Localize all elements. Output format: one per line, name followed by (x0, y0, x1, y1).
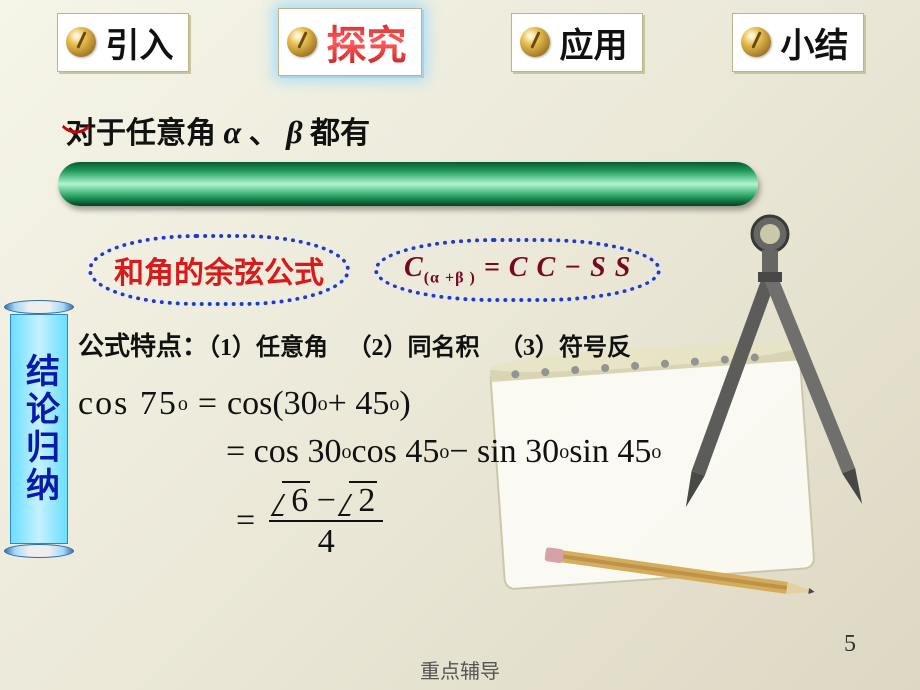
feature-title: 公式特点 (78, 332, 182, 361)
math-line-3: = 6 − 2 4 (226, 481, 920, 561)
beta-symbol: β (286, 114, 302, 150)
tab-label: 引入 (106, 18, 174, 67)
deg: o (389, 393, 399, 416)
sqrt6: 6 (277, 481, 308, 520)
deg: o (559, 441, 569, 464)
ball-icon (741, 27, 771, 57)
tab-label: 小结 (781, 18, 849, 67)
cos30: cos(30 (227, 385, 318, 423)
ball-icon (520, 27, 550, 57)
fraction: 6 − 2 4 (269, 481, 383, 561)
tab-summary[interactable]: 小结 (732, 13, 864, 72)
tab-apply[interactable]: 应用 (511, 13, 643, 72)
feature-2: （2）同名积 (348, 335, 480, 361)
deg: o (651, 441, 661, 464)
bubble-row: 和角的余弦公式 C(α +β ) = C C − S S (88, 234, 920, 306)
page-number: 5 (844, 631, 856, 658)
ball-icon (287, 27, 317, 57)
footer-text: 重点辅导 (0, 655, 920, 684)
math-line-1: cos 75o = cos(30o + 45o ) (78, 385, 920, 423)
sqrt2: 2 (344, 481, 375, 520)
scroll-cap-bottom (4, 544, 74, 558)
feature-3: （3）符号反 (499, 335, 631, 361)
tab-label: 探究 (327, 13, 407, 71)
feature-1: （1）任意角 (208, 335, 328, 361)
deg: o (318, 393, 328, 416)
cos45: cos 45 (352, 433, 440, 471)
close-paren: ) (399, 385, 410, 423)
nav-tabs: 引入 探究 应用 小结 (0, 0, 920, 84)
deg: o (342, 441, 352, 464)
frac-den: 4 (310, 522, 343, 561)
equals: = (226, 502, 265, 540)
plus45: + 45 (328, 385, 390, 423)
scroll-text: 结论归纳 (10, 314, 68, 544)
underline-arc: ︶ (62, 118, 90, 158)
intro-suffix: 都有 (310, 117, 370, 150)
deg: o (439, 441, 449, 464)
tab-explore[interactable]: 探究 (278, 8, 422, 76)
cos75: cos 75 (78, 385, 178, 423)
intro-text: 对于任意角 α 、 β 都有 ︶ (0, 84, 920, 156)
formula-expr-bubble: C(α +β ) = C C − S S (374, 238, 661, 302)
ball-icon (66, 27, 96, 57)
alpha-symbol: α (224, 114, 242, 150)
math-derivation: cos 75o = cos(30o + 45o ) = cos 30o cos … (78, 385, 920, 561)
formula-sub: (α +β ) (424, 270, 476, 287)
frac-num: 6 − 2 (269, 481, 383, 520)
scroll-cap-top (4, 300, 74, 314)
formula-c: C (404, 252, 424, 283)
tab-intro[interactable]: 引入 (57, 13, 189, 72)
deg: o (178, 393, 188, 416)
intro-sep: 、 (249, 117, 279, 150)
formula-name-bubble: 和角的余弦公式 (88, 234, 350, 306)
tab-label: 应用 (560, 18, 628, 67)
minus-sin30: − sin 30 (449, 433, 559, 471)
vertical-scroll: 结论归纳 (10, 300, 68, 530)
math-line-2: = cos 30o cos 45o − sin 30o sin 45o (226, 433, 920, 471)
formula-eq: = C C − S S (484, 252, 631, 283)
eq-cos30: = cos 30 (226, 433, 342, 471)
decorative-bar (58, 162, 758, 206)
sin45: sin 45 (569, 433, 651, 471)
equals: = (188, 385, 227, 423)
feature-line: 公式特点：（1）任意角 （2）同名积 （3）符号反 (78, 326, 920, 363)
